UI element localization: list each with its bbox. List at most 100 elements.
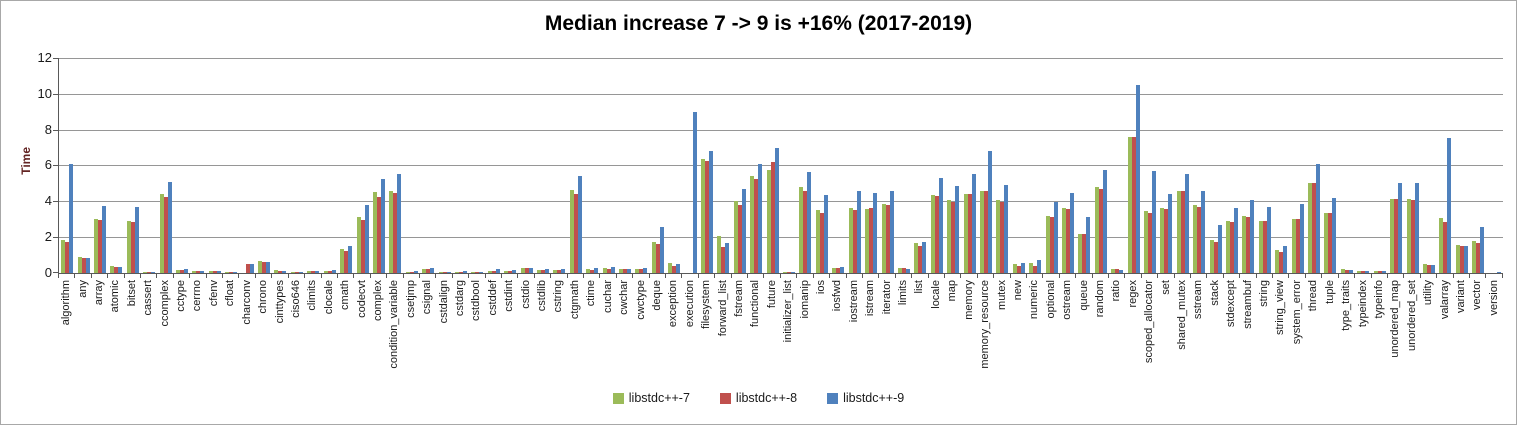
bar [1361,271,1366,273]
bar [405,272,410,273]
bar [1033,266,1038,273]
x-axis-label: thread [1307,280,1319,312]
bar [955,186,960,273]
bar-group [863,58,879,273]
x-axis-tickcell [207,274,224,278]
bar [1299,204,1304,273]
x-axis-tickcell [404,274,420,278]
bar [446,272,451,273]
x-axis-label: system_error [1291,280,1303,345]
x-axis-tickcell [1224,274,1241,278]
bar-group [568,58,584,273]
bar-group [732,58,748,273]
x-axis-tickcell [781,274,798,278]
x-axis-tickcell [814,274,831,278]
bar-group [896,58,912,273]
x-axis-tickcell [994,274,1011,278]
bar [1226,221,1231,273]
bar [479,272,484,273]
bar-group [1043,58,1059,273]
y-axis-tickmark [53,165,58,166]
bar [528,268,533,273]
bar [754,179,759,273]
bar [1213,242,1218,273]
bar-group [699,58,715,273]
bar [512,270,517,273]
x-axis-tickcell [929,274,945,278]
bar [1119,270,1124,273]
bar-group [1125,58,1141,273]
bar [184,269,189,273]
bar [1480,227,1485,273]
x-axis-tickcell [617,274,634,278]
bar [1459,246,1464,273]
bar [635,269,640,273]
bar [815,210,820,273]
legend: libstdc++-7 libstdc++-8 libstdc++-9 [1,391,1516,405]
x-axis-tickcell [1109,274,1126,278]
bar [1365,271,1370,273]
x-axis-tickcell [1175,274,1192,278]
bar [1340,269,1345,273]
y-axis-tick-label: 4 [44,193,52,208]
bar [442,272,447,273]
x-axis-label: unordered_set [1406,280,1418,351]
x-axis-label: cstdalign [438,280,450,324]
x-axis-tickcell [1060,274,1077,278]
bar [1295,219,1300,273]
bar-group [830,58,846,273]
bar [1472,241,1477,273]
x-axis-tickcell [1388,274,1405,278]
bar-group [305,58,321,273]
x-axis-label: set [1160,280,1172,295]
x-axis-tickcell [453,274,470,278]
bar [1061,208,1066,273]
bar [360,220,365,273]
y-axis-tick-label: 0 [44,265,52,280]
legend-label: libstdc++-8 [735,391,798,405]
bar [471,272,476,273]
x-axis-label: cwctype [635,280,647,320]
bar-group [404,58,420,273]
x-axis-tickcell [666,274,683,278]
legend-item: libstdc++-7 [612,391,690,405]
bar [922,242,927,273]
bar [454,272,459,273]
x-axis-label: ios [815,280,827,295]
bar [623,269,628,273]
x-axis-tickcell [305,274,322,278]
x-axis-tickcell [125,274,142,278]
bar-group [141,58,157,273]
bar-group [272,58,288,273]
bar [340,249,345,273]
x-axis-label: cinttypes [274,280,286,324]
x-axis-tickcell [978,274,995,278]
x-axis-tickcell [387,274,404,278]
bar-group [190,58,206,273]
legend-item: libstdc++-8 [719,391,798,405]
bar [98,220,103,273]
y-axis-tickmark [53,201,58,202]
bar [766,170,771,273]
bar [1381,271,1386,273]
bar [495,269,500,273]
bar [274,270,279,273]
bar [897,268,902,273]
x-axis-label: scoped_allocator [1143,280,1155,364]
bar-group [715,58,731,273]
bar [934,196,939,273]
gridline [59,237,1503,238]
bar [1004,185,1009,273]
bar [1348,270,1353,273]
x-axis-label: cstdint [503,280,515,312]
x-axis-label: variant [1455,280,1467,314]
x-axis-tickcell [486,274,502,278]
bar [659,227,664,273]
bar-group [1322,58,1338,273]
bar [233,272,238,273]
bar-group [912,58,928,273]
x-axis-tickcell [502,274,519,278]
bar [1148,213,1153,273]
bar [126,221,131,273]
x-axis-label: charconv [241,280,253,325]
